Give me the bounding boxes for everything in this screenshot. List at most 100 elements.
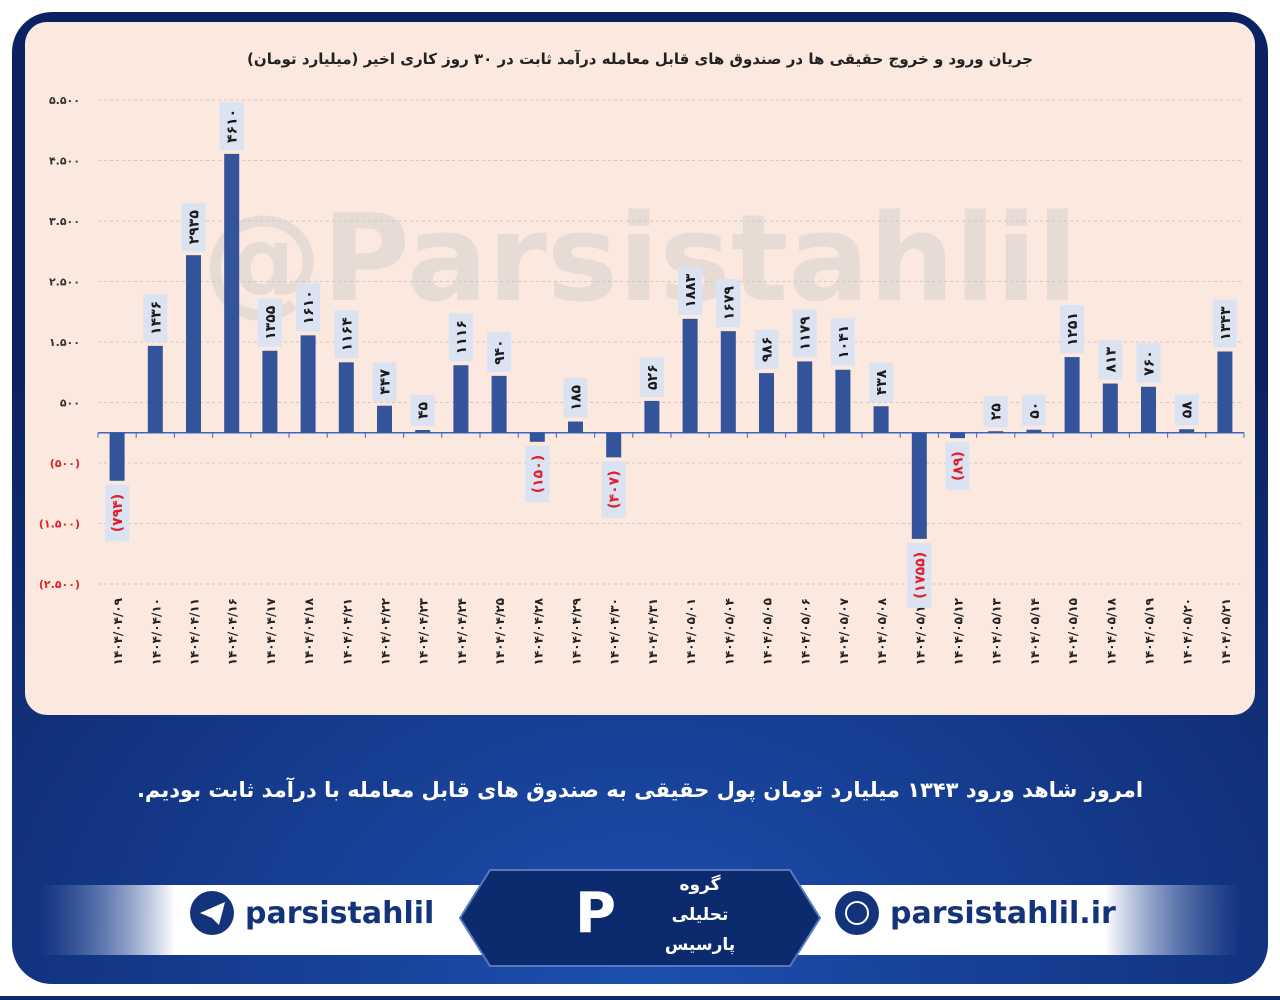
value-label-group: ۱۸۸۳ [678, 266, 703, 315]
bar [759, 373, 774, 433]
value-label: ۹۴۰ [492, 339, 508, 365]
value-label: ۱۱۱۶ [454, 320, 470, 354]
chart-title: جریان ورود و خروج حقیقی ها در صندوق های … [247, 50, 1033, 68]
x-tick-label: ۱۴۰۴/۰۴/۳۱ [646, 598, 660, 665]
value-label-box [1021, 394, 1046, 426]
bar [568, 421, 583, 433]
value-label: ۴۴۷ [378, 369, 394, 395]
x-tick-group: ۱۴۰۴/۰۵/۱۴ [1028, 598, 1042, 665]
value-label: ۱۴۳۶ [148, 301, 164, 335]
value-label-group: (۱۷۵۵) [907, 542, 932, 608]
x-tick-label: ۱۴۰۴/۰۵/۲۰ [1181, 598, 1195, 665]
website[interactable]: parsistahlil.ir [890, 896, 1116, 931]
y-tick-label: ۳.۵۰۰ [49, 215, 80, 228]
value-label-box [525, 445, 550, 503]
value-label: (۴۰۷) [607, 470, 623, 508]
bar [338, 362, 354, 433]
logo-mark: P [575, 881, 616, 946]
x-tick-label: ۱۴۰۴/۰۵/۱۴ [1028, 598, 1042, 665]
value-label-group: ۹۴۰ [487, 332, 512, 372]
value-label-group: ۴۳۸ [869, 362, 894, 403]
value-label-group: ۱۱۶۴ [334, 310, 359, 359]
value-label-group: ۴۴۷ [372, 362, 397, 402]
value-label-box [1098, 340, 1123, 380]
value-label-group: ۷۶۰ [1136, 343, 1161, 383]
value-label: ۲۵ [989, 403, 1005, 421]
bar [147, 345, 163, 433]
x-tick-label: ۱۴۰۴/۰۵/۰۶ [799, 598, 813, 665]
bar [911, 432, 927, 539]
bar [453, 365, 469, 433]
bar [720, 331, 736, 433]
bar [988, 431, 1004, 433]
value-label: ۵۸ [1180, 401, 1196, 419]
value-label-group: ۵۲۶ [639, 357, 664, 397]
value-label: (۸۹) [951, 451, 967, 481]
caption: امروز شاهد ورود ۱۳۴۳ میلیارد تومان پول ح… [137, 777, 1143, 802]
plot-area: ۵.۵۰۰ ۴.۵۰۰ ۳.۵۰۰ ۲.۵۰۰ ۱.۵۰۰ ۵۰۰ (۵۰۰) (۱.۵۰۰)… [39, 94, 1245, 665]
value-label-box [907, 542, 932, 608]
telegram-handle[interactable]: parsistahlil [245, 896, 434, 931]
bar [644, 400, 660, 433]
x-tick-label: ۱۴۰۴/۰۴/۱۰ [149, 598, 163, 665]
value-label-box [754, 329, 779, 370]
value-label-box [601, 461, 626, 518]
value-label-box [1212, 299, 1237, 348]
x-tick-group: ۱۴۰۴/۰۴/۱۸ [302, 597, 316, 665]
value-label-box [257, 298, 282, 347]
bar [1026, 429, 1042, 433]
footer-right-pill [700, 885, 1240, 955]
x-tick-label: ۱۴۰۴/۰۵/۱۸ [1104, 597, 1118, 665]
value-label: ۵۰ [1027, 402, 1043, 419]
value-label-box [792, 309, 817, 358]
x-tick-group: ۱۴۰۴/۰۴/۰۹ [111, 597, 125, 665]
value-label-box [143, 293, 168, 342]
value-label-box [181, 203, 206, 252]
value-label: ۱۶۷۹ [721, 286, 737, 321]
value-label-group: ۱۳۵۵ [257, 298, 282, 347]
y-tick-label: ۵.۵۰۰ [49, 94, 80, 107]
x-tick-group: ۱۴۰۴/۰۵/۱۱ [913, 598, 927, 665]
x-tick-group: ۱۴۰۴/۰۵/۱۲ [952, 597, 966, 665]
x-tick-group: ۱۴۰۴/۰۵/۰۶ [799, 598, 813, 665]
x-tick-group: ۱۴۰۴/۰۴/۲۹ [570, 597, 584, 665]
value-label-group: ۲۵ [983, 396, 1008, 428]
y-tick-label: ۴.۵۰۰ [49, 155, 80, 168]
value-label: ۵۲۶ [645, 364, 661, 390]
x-tick-group: ۱۴۰۴/۰۵/۱۹ [1143, 597, 1157, 665]
bar [529, 432, 545, 442]
x-tick-group: ۱۴۰۴/۰۵/۲۰ [1181, 598, 1195, 665]
value-label-box [1060, 305, 1085, 354]
value-label: ۱۰۴۱ [836, 325, 852, 359]
logo-plate [458, 869, 822, 967]
value-label-group: ۱۳۴۳ [1212, 299, 1237, 348]
value-label-box [563, 378, 588, 418]
x-tick-group: ۱۴۰۴/۰۵/۰۴ [722, 598, 736, 665]
bar [1064, 357, 1080, 433]
value-label-group: (۴۰۷) [601, 461, 626, 518]
value-label-box [945, 442, 970, 491]
x-tick-group: ۱۴۰۴/۰۵/۱۵ [1066, 598, 1080, 665]
x-tick-label: ۱۴۰۴/۰۴/۲۱ [340, 598, 354, 665]
x-tick-group: ۱۴۰۴/۰۴/۲۲ [379, 597, 393, 665]
x-tick-label: ۱۴۰۴/۰۵/۰۸ [875, 597, 889, 665]
logo-line: تحلیلی [672, 905, 729, 925]
value-label-group: ۵۸ [1174, 394, 1199, 426]
watermark: @Parsistahlil [202, 190, 1078, 329]
x-tick-label: ۱۴۰۴/۰۵/۲۱ [1219, 598, 1233, 665]
value-label-group: ۱۱۷۹ [792, 309, 817, 358]
value-label-box [105, 484, 130, 542]
logo-line: گروه [679, 874, 720, 895]
value-label: (۱۷۵۵) [912, 552, 928, 599]
x-tick-group: ۱۴۰۴/۰۴/۲۸ [531, 597, 545, 665]
value-label-box [296, 283, 321, 332]
x-tick-group: ۱۴۰۴/۰۴/۳۰ [608, 598, 622, 665]
y-tick-label: ۲.۵۰۰ [49, 276, 80, 289]
bar [1179, 429, 1195, 433]
y-tick-label: ۵۰۰ [60, 396, 80, 409]
value-label-box [716, 279, 741, 328]
value-label-box [983, 396, 1008, 428]
y-tick-label: (۵۰۰) [50, 457, 80, 470]
